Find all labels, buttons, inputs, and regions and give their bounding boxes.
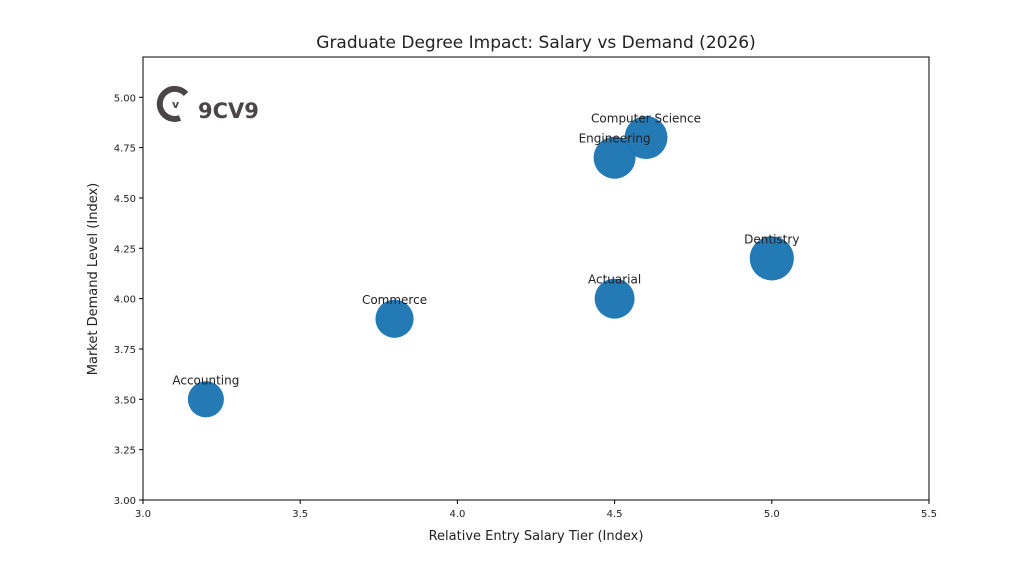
y-tick-label: 4.25: [114, 244, 136, 255]
y-tick-label: 3.50: [114, 395, 136, 406]
bubble-engineering: [593, 136, 636, 179]
svg-text:v: v: [172, 98, 180, 111]
logo-text: 9CV9: [198, 99, 259, 123]
x-tick-label: 3.5: [292, 509, 308, 520]
y-tick-label: 3.00: [114, 496, 136, 507]
y-axis-label: Market Demand Level (Index): [86, 183, 101, 375]
bubble-label: Dentistry: [744, 232, 799, 246]
y-tick-label: 5.00: [114, 93, 136, 104]
x-axis-label: Relative Entry Salary Tier (Index): [429, 529, 644, 544]
plot-frame: [142, 56, 930, 501]
y-tick-label: 4.00: [114, 295, 136, 306]
x-tick-label: 4.5: [607, 509, 623, 520]
bubble-label: Engineering: [579, 132, 651, 146]
y-tick-label: 3.25: [114, 446, 136, 457]
x-tick-label: 5.0: [764, 509, 780, 520]
x-tick-label: 4.0: [449, 509, 465, 520]
logo-mark-icon: [156, 85, 189, 122]
bubble-dentistry: [749, 236, 794, 281]
x-tick-label: 3.0: [135, 509, 151, 520]
bubble-actuarial: [594, 278, 635, 319]
bubble-commerce: [375, 299, 414, 338]
bubble-label: Computer Science: [591, 112, 701, 126]
bubble-label: Accounting: [172, 373, 239, 387]
y-tick-label: 4.75: [114, 144, 136, 155]
y-tick-label: 4.50: [114, 194, 136, 205]
bubble-computer-science: [624, 116, 668, 160]
logo: v 9CV9: [156, 85, 259, 123]
bubble-label: Commerce: [362, 293, 427, 307]
bubble-label: Actuarial: [588, 273, 641, 287]
y-tick-label: 3.75: [114, 345, 136, 356]
x-tick-label: 5.5: [921, 509, 937, 520]
bubble-accounting: [187, 381, 224, 418]
chart-title: Graduate Degree Impact: Salary vs Demand…: [316, 33, 755, 53]
